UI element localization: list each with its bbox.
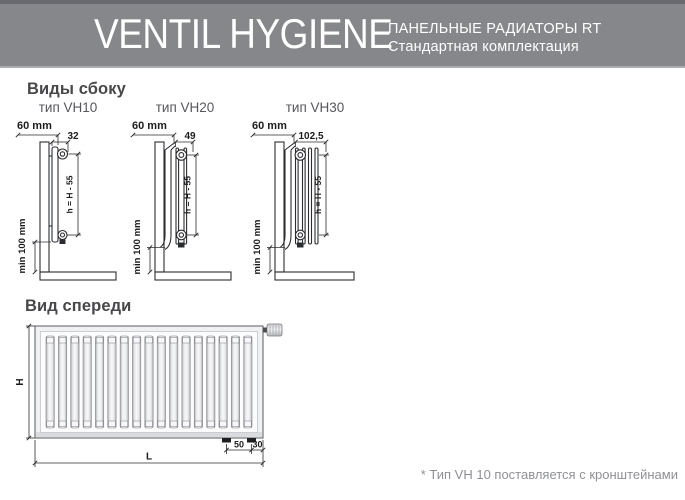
dim-height-formula: h = H - 55 [65,175,75,213]
subtitle-line-1: ПАНЕЛЬНЫЕ РАДИАТОРЫ RT [388,21,602,37]
valve-connector [263,327,267,333]
dim-length: L [146,452,152,463]
dim-conn-spacing: 50 [234,440,244,450]
floor [274,271,355,281]
floor [39,271,117,281]
wall [154,141,165,273]
thermostat-knob [266,323,283,337]
wall [274,141,285,273]
bottom-valve [297,242,304,248]
floor [154,271,232,281]
connection-stub [222,438,231,443]
dim-floor-clearance: min 100 mm [17,219,28,274]
connection-stub [247,438,256,443]
radiator-ribs [45,335,253,429]
brand-title: VENTIL HYGIENE [94,13,433,55]
dim-wall-offset: 60 mm [252,120,287,132]
front-panel [160,150,166,248]
dim-height-formula: h = H - 55 [313,176,323,214]
dim-wall-offset: 60 mm [132,120,167,132]
header-band: VENTIL HYGIENE ПАНЕЛЬНЫЕ РАДИАТОРЫ RT Ст… [0,0,685,68]
rear-panel [307,147,313,245]
side-view-vh30-drawing: 60 mm 102,5 h = H - 55 min 100 mm [250,120,355,281]
rear-panel [175,147,180,245]
front-view-heading: Вид спереди [25,297,132,315]
label-type-vh20: тип VH20 [155,100,215,115]
subtitle-line-2: Стандартная комплектация [388,39,579,55]
label-type-vh30: тип VH30 [285,100,345,115]
dim-depth: 102,5 [298,131,323,142]
dim-height: H [15,378,26,385]
dim-depth: 49 [184,131,196,142]
front-view-drawing: H 50 30 L [15,323,283,467]
brand-title-text: VENTIL HYGIENE [94,10,393,57]
side-view-vh10-drawing: 60 mm 32 h = H - 55 min 100 mm [15,120,117,281]
dim-depth: 32 [67,131,79,142]
bottom-valve [178,242,185,248]
dim-floor-clearance: min 100 mm [252,220,263,275]
middle-panel [294,147,299,245]
dim-floor-clearance: min 100 mm [132,220,143,275]
bottom-valve [59,239,66,244]
label-type-vh10: тип VH10 [38,100,98,115]
front-panel [280,150,286,248]
side-view-vh20-drawing: 60 mm 49 h = H - 55 min 100 mm [130,120,232,281]
frame-bottom-shadow [36,432,262,437]
radiator-panel [51,146,59,243]
dim-wall-offset: 60 mm [17,120,52,132]
dim-conn-edge: 30 [252,440,262,450]
header-subtitle: ПАНЕЛЬНЫЕ РАДИАТОРЫ RT Стандартная компл… [388,20,601,56]
dim-height-formula: h = H - 55 [183,176,193,214]
footnote: * Тип VH 10 поставляется с кронштейнами [420,467,678,482]
wall [39,141,50,273]
side-views-heading: Виды сбоку [27,80,126,98]
